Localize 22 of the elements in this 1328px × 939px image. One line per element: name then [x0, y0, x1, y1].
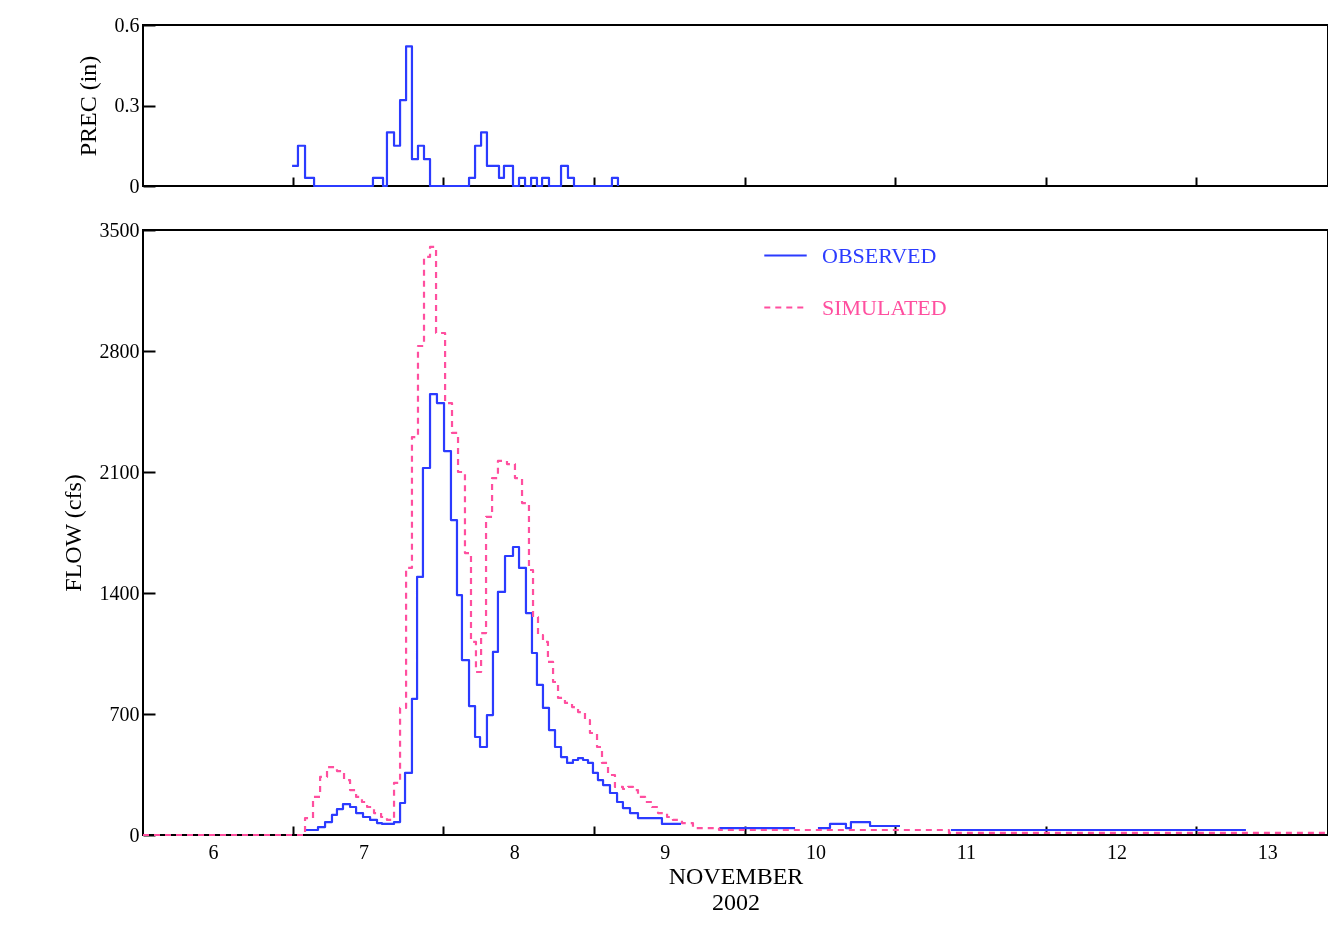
x-tick-label: 12 [1107, 840, 1128, 863]
legend-label: OBSERVED [822, 242, 937, 268]
x-axis-title: NOVEMBER 2002 [668, 862, 804, 915]
legend-label: SIMULATED [822, 294, 947, 320]
y-tick-label: 1400 [99, 581, 140, 604]
x-tick-label: 10 [805, 840, 826, 863]
y-tick-label: 2100 [99, 460, 140, 483]
x-tick-label: 8 [509, 840, 520, 863]
y-tick-label: 0 [129, 174, 140, 197]
y-tick-label: 2800 [99, 339, 140, 362]
y-tick-label: 0.6 [114, 13, 140, 36]
x-tick-label: 9 [660, 840, 671, 863]
x-tick-label: 6 [208, 840, 219, 863]
y-tick-label: 3500 [99, 218, 140, 241]
x-tick-label: 11 [956, 840, 977, 863]
y-tick-label: 0.3 [114, 94, 140, 116]
y-axis-title: PREC (in) [74, 55, 101, 157]
y-tick-label: 700 [109, 702, 140, 725]
x-tick-label: 7 [359, 840, 370, 863]
y-axis-title: FLOW (cfs) [59, 474, 86, 592]
x-tick-label: 13 [1257, 840, 1278, 863]
y-tick-label: 0 [129, 823, 140, 846]
